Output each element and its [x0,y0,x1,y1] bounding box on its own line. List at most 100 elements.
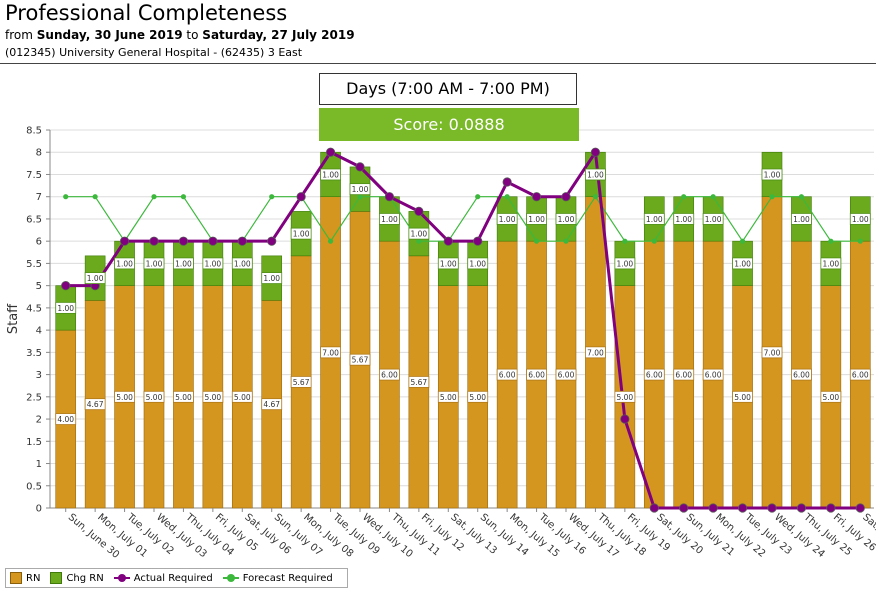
actual-required-point [737,503,748,513]
rn-value-label-box [173,390,194,403]
chg-rn-value-label: 1.00 [87,274,104,283]
rn-value-label: 4.00 [57,415,74,424]
rn-value-label: 6.00 [793,371,810,380]
actual-required-point [620,414,630,424]
rn-value-label-box [702,368,724,381]
rn-value-label: 5.00 [234,393,251,402]
y-tick-label: 6.5 [26,214,42,225]
actual-required-point [267,236,277,246]
rn-value-label-box [761,346,783,359]
actual-required-point [208,236,218,246]
chg-rn-value-label-box [732,257,753,270]
forecast-required-point [857,238,863,244]
chg-rn-value-label: 1.00 [440,259,457,268]
rn-value-label: 6.00 [558,371,575,380]
rn-value-label-box [114,390,135,403]
chg-rn-value-label: 1.00 [617,259,634,268]
chg-rn-value-label-box [673,213,695,225]
y-tick-label: 7.5 [26,170,42,181]
report-title: Professional Completeness [5,1,288,25]
chg-rn-value-label-box [702,213,724,225]
rn-value-label: 4.67 [263,400,280,409]
rn-value-label: 6.00 [646,371,663,380]
y-tick-label: 6 [36,237,42,248]
chg-rn-value-label-box [849,213,871,225]
shift-label: Days (7:00 AM - 7:00 PM) [319,73,577,105]
forecast-required-point [269,194,275,200]
legend-label-forecast: Forecast Required [242,572,333,584]
actual-required-point [443,236,453,246]
rn-value-label-box [643,368,665,381]
chg-rn-value-label-box [379,213,400,225]
actual-required-point [855,503,865,513]
forecast-required-point [151,194,157,200]
legend-marker-forecast [222,572,239,584]
rn-value-label-box [526,368,547,381]
x-tick-label: Sun, June 30 [66,512,121,561]
rn-value-label-box [614,390,636,403]
legend-item-chg-rn: Chg RN [50,572,104,584]
forecast-required-point [92,194,98,200]
actual-required-point [679,503,689,513]
legend-label-chg-rn: Chg RN [66,572,104,584]
chg-rn-value-label-box [496,213,518,225]
actual-required-line [65,147,861,510]
chg-rn-value-label-box [320,168,341,181]
rn-value-label: 6.00 [499,371,516,380]
rn-value-label: 5.00 [175,393,192,402]
chg-rn-value-label: 1.00 [469,259,486,268]
actual-required-point [296,192,306,202]
rn-value-label: 6.00 [675,371,692,380]
forecast-required-point [651,238,657,244]
chg-rn-value-label-box [231,257,253,270]
rn-value-label: 6.00 [381,371,398,380]
actual-required-point [796,503,807,513]
chg-rn-value-label: 1.00 [705,215,722,224]
rn-value-label: 5.00 [440,393,457,402]
y-tick-label: 8.5 [26,126,42,137]
legend-swatch-chg-rn [50,572,63,584]
header-divider [0,63,876,64]
rn-value-label-box [231,390,253,403]
y-tick-label: 2.5 [26,392,42,403]
rn-value-label-box [379,368,400,381]
actual-required-point [414,206,424,216]
forecast-required-point [357,194,363,200]
chg-rn-value-label-box [114,257,135,270]
chg-rn-value-label-box [349,183,371,196]
actual-required-point [767,503,777,513]
chg-rn-value-label: 1.00 [175,259,192,268]
actual-required-point [826,503,836,513]
actual-required-point [237,236,247,246]
chg-rn-value-label-box [143,257,165,270]
chg-rn-value-label-box [261,272,283,284]
rn-value-label-box [585,346,606,359]
legend-item-rn: RN [10,572,40,584]
actual-required-point [61,281,71,291]
actual-required-point [590,147,601,157]
chg-rn-value-label-box [820,257,842,270]
actual-required-point [325,147,336,157]
rn-value-label: 5.00 [116,393,133,402]
chg-rn-value-label-box [791,213,812,225]
y-axis-title: Staff [6,303,21,334]
actual-required-point [649,503,659,513]
chg-rn-value-label-box [55,301,77,314]
chg-rn-value-label: 1.00 [322,170,339,179]
legend-label-rn: RN [26,572,41,584]
date-range: from Sunday, 30 June 2019 to Saturday, 2… [5,28,355,42]
chg-rn-value-label: 1.00 [734,259,751,268]
rn-value-label: 5.67 [293,378,310,387]
actual-required-point [384,192,395,202]
rn-value-label-box [849,368,871,381]
legend-swatch-rn [10,572,22,584]
chg-rn-value-label: 1.00 [646,215,663,224]
chg-rn-value-label: 1.00 [499,215,516,224]
chg-rn-value-label-box [408,227,430,240]
rn-value-label: 7.00 [764,348,781,357]
forecast-required-point [828,238,834,244]
actual-required-point [355,162,365,172]
y-tick-label: 3 [36,370,42,381]
y-tick-label: 4.5 [26,303,42,314]
